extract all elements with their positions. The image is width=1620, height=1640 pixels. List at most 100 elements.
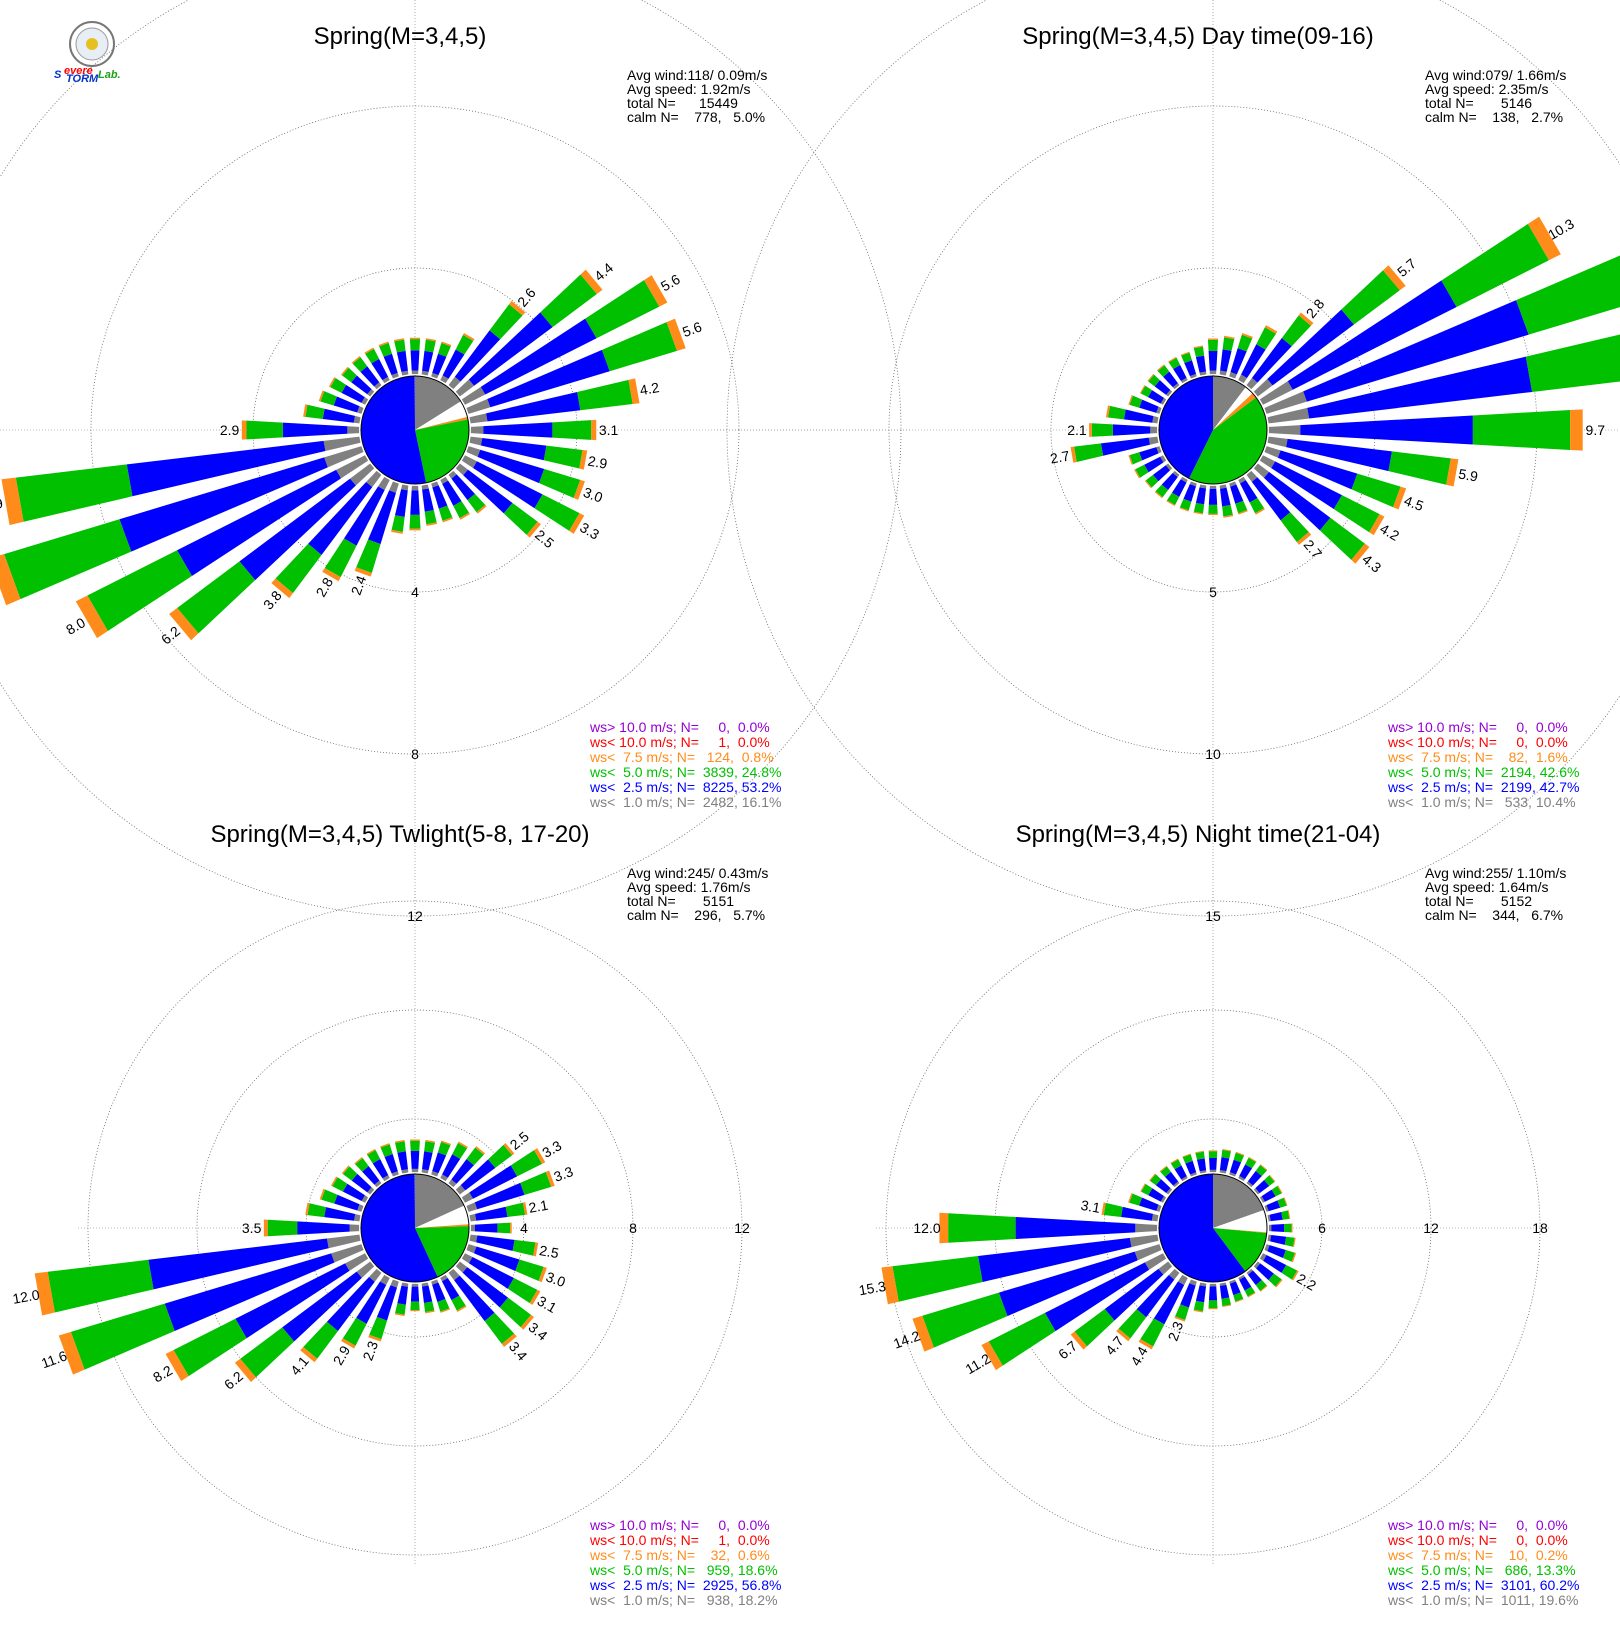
sector-bar: [1179, 481, 1197, 512]
sector-segment: [552, 420, 592, 440]
sector-segment: [440, 375, 449, 384]
svg-text:evere: evere: [64, 65, 93, 77]
sector-segment: [365, 348, 380, 364]
sector-value-label: 3.1: [599, 422, 619, 438]
sector-segment: [998, 1251, 1138, 1317]
sector-bar: [1268, 1223, 1293, 1233]
sector-segment: [1128, 1193, 1133, 1203]
sector-value-label: 4.5: [1402, 492, 1426, 514]
sector-segment: [410, 490, 420, 515]
sector-segment: [297, 1221, 350, 1235]
sector-segment: [1173, 1181, 1180, 1188]
sector-segment: [1074, 443, 1104, 462]
sector-value-label: 2.7: [1049, 447, 1071, 466]
sector-segment: [126, 440, 326, 497]
sector-segment: [1166, 500, 1176, 507]
sector-segment: [469, 1213, 477, 1222]
sector-segment: [1208, 1286, 1218, 1301]
sector-segment: [460, 1159, 496, 1191]
sector-segment: [119, 457, 328, 552]
sector-segment: [1181, 1176, 1188, 1182]
sector-segment: [1155, 1179, 1171, 1194]
sector-segment: [466, 1147, 484, 1166]
sector-segment: [1153, 1281, 1185, 1325]
sector-value-label: 8.2: [150, 1362, 175, 1386]
sector-segment: [1207, 338, 1219, 340]
sector-bar: [1128, 1193, 1162, 1212]
sector-segment: [476, 504, 487, 514]
legend-entry: ws< 2.5 m/s; N= 2199, 42.7%: [1387, 779, 1579, 795]
sector-segment: [421, 370, 429, 376]
pie-slice: [415, 1205, 469, 1228]
sector-value-label: 4.2: [639, 379, 661, 398]
sector-segment: [1155, 484, 1169, 498]
sector-segment: [1199, 1170, 1207, 1174]
sector-bar: [461, 275, 668, 405]
stat-line: Avg wind:255/ 1.10m/s: [1425, 865, 1566, 881]
sector-segment: [1260, 1164, 1268, 1171]
sector-segment: [352, 357, 368, 372]
stat-line: Avg speed: 1.64m/s: [1425, 879, 1548, 895]
sector-segment: [391, 1171, 399, 1177]
sector-segment: [1044, 1262, 1150, 1332]
sector-segment: [1139, 385, 1146, 394]
sector-bar: [263, 1219, 360, 1237]
legend-entry: ws< 5.0 m/s; N= 3839, 24.8%: [589, 764, 781, 780]
sector-bar: [1246, 1164, 1268, 1188]
sector-value-label: 2.1: [527, 1197, 549, 1216]
sector-segment: [372, 1159, 389, 1179]
sector-segment: [425, 1139, 436, 1143]
sector-segment: [410, 1301, 420, 1311]
sector-segment: [148, 1238, 329, 1290]
sector-segment: [1237, 334, 1253, 352]
sector-bar: [1166, 476, 1188, 507]
sector-segment: [1246, 377, 1258, 390]
sector-segment: [1207, 339, 1219, 351]
sector-segment: [1222, 337, 1235, 351]
sector-segment: [1183, 484, 1196, 502]
sector-segment: [437, 1299, 450, 1312]
sector-segment: [569, 513, 585, 534]
sector-segment: [440, 1174, 448, 1182]
sector-segment: [1247, 1170, 1262, 1186]
sector-segment: [1209, 1283, 1217, 1287]
sector-bar: [1070, 1261, 1173, 1350]
sector-value-label: 3.3: [552, 1163, 576, 1185]
legend-entry: ws> 10.0 m/s; N= 0, 0.0%: [1387, 1517, 1568, 1533]
sector-segment: [1267, 309, 1354, 386]
sector-segment: [411, 1168, 419, 1173]
sector-segment: [343, 486, 385, 546]
sector-segment: [1147, 373, 1155, 382]
sector-segment: [507, 1278, 538, 1304]
sector-segment: [362, 1166, 380, 1185]
sector-value-label: 2.2: [1294, 1270, 1319, 1294]
sector-segment: [1160, 1166, 1171, 1177]
sector-segment: [1268, 1224, 1272, 1232]
sector-segment: [432, 1152, 447, 1174]
sector-bar: [409, 485, 421, 531]
sector-segment: [1189, 373, 1197, 379]
sector-bar: [1207, 338, 1219, 375]
sector-segment: [1161, 472, 1178, 491]
sector-bar: [1264, 446, 1407, 510]
sector-bar: [1174, 1279, 1197, 1322]
sector-segment: [422, 350, 434, 372]
sector-segment: [1184, 360, 1197, 377]
sector-segment: [1208, 1300, 1218, 1309]
sector-value-label: 14.2: [891, 1327, 922, 1351]
sector-value-label: 8.0: [63, 614, 88, 638]
sector-segment: [366, 470, 382, 488]
sector-bar: [1246, 1268, 1268, 1292]
pie-slice: [1213, 387, 1253, 430]
speed-class-pie: [360, 375, 470, 485]
pie-outline: [360, 1173, 470, 1283]
legend-entry: ws< 1.0 m/s; N= 938, 18.2%: [589, 1592, 778, 1608]
sector-segment: [1180, 1283, 1196, 1308]
sector-segment: [473, 461, 543, 509]
sector-segment: [1139, 1197, 1159, 1211]
pie-slice: [1213, 1228, 1267, 1272]
sector-segment: [1195, 355, 1207, 373]
pie-slice: [415, 1174, 465, 1228]
sector-segment: [1525, 334, 1620, 392]
sector-segment: [409, 337, 421, 340]
